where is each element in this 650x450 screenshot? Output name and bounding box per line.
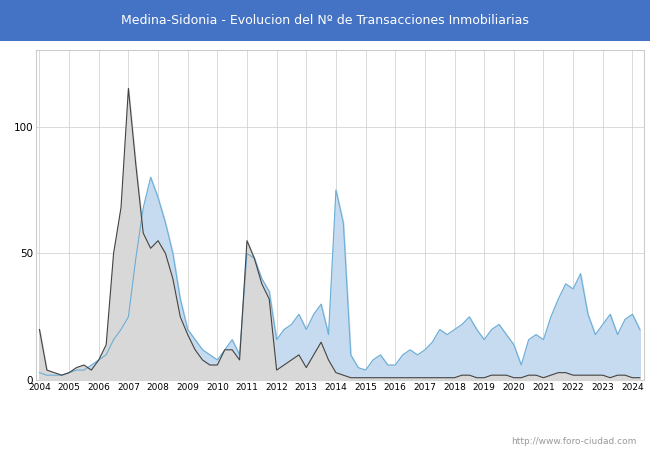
Text: http://www.foro-ciudad.com: http://www.foro-ciudad.com [512,436,637,446]
Text: Medina-Sidonia - Evolucion del Nº de Transacciones Inmobiliarias: Medina-Sidonia - Evolucion del Nº de Tra… [121,14,529,27]
